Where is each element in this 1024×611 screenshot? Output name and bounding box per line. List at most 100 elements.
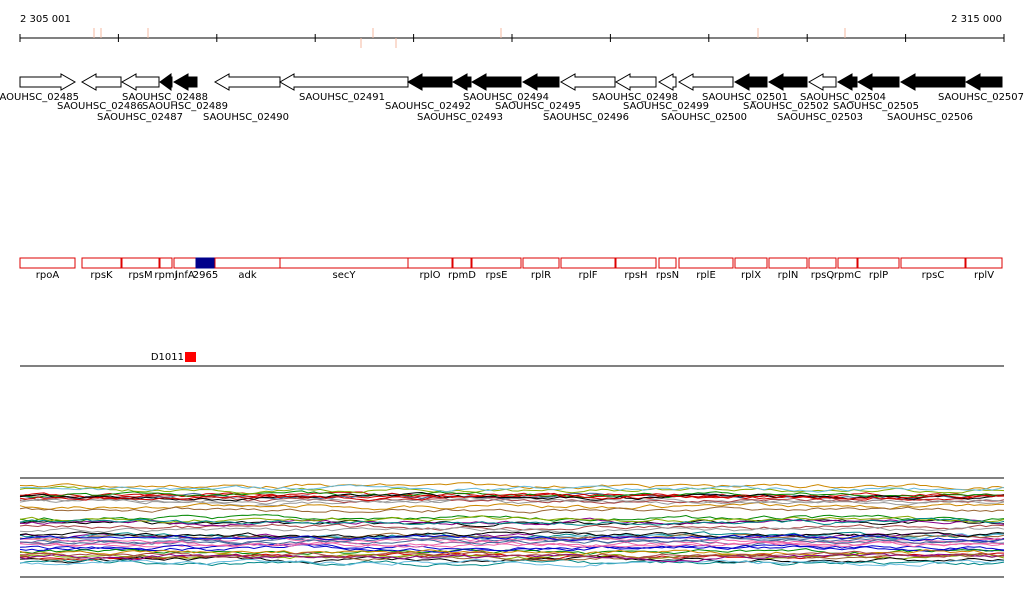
expression-line: [20, 537, 1005, 544]
protein-label: rpmD: [448, 270, 476, 281]
feature-marker: [185, 352, 196, 362]
expression-line: [19, 533, 1005, 543]
protein-label: rpsE: [486, 270, 508, 281]
protein-box: [173, 257, 197, 269]
gene-arrow: [521, 73, 560, 91]
expression-line: [19, 492, 1005, 501]
gene-arrow: [964, 73, 1003, 91]
expression-line: [20, 558, 1005, 568]
gene-arrow: [19, 73, 77, 91]
protein-box: [857, 257, 900, 269]
protein-box: [159, 257, 173, 269]
gene-label: SAOUHSC_02504: [800, 92, 886, 103]
protein-label: rpsN: [656, 270, 679, 281]
expression-line: [19, 542, 1005, 552]
gene-label: SAOUHSC_02507: [938, 92, 1024, 103]
protein-box: [195, 257, 216, 269]
protein-box: [81, 257, 122, 269]
gene-label: SAOUHSC_02505: [833, 101, 919, 112]
feature-label: D1011: [151, 352, 184, 363]
protein-label: rplR: [531, 270, 551, 281]
protein-box: [965, 257, 1003, 269]
protein-box: [452, 257, 472, 269]
gene-arrow: [677, 73, 734, 91]
protein-box: [471, 257, 522, 269]
protein-label: rplX: [741, 270, 761, 281]
gene-label: SAOUHSC_02492: [385, 101, 471, 112]
protein-label: rplN: [778, 270, 799, 281]
protein-box: [837, 257, 858, 269]
expression-line: [19, 517, 1005, 527]
gene-arrow: [80, 73, 122, 91]
gene-label: SAOUHSC_02501: [702, 92, 788, 103]
gene-label: SAOUHSC_02500: [661, 112, 747, 123]
protein-box: [407, 257, 453, 269]
protein-label: rplO: [419, 270, 440, 281]
expression-line: [19, 517, 1005, 526]
gene-label: SAOUHSC_02496: [543, 112, 629, 123]
protein-label: rpsM: [128, 270, 152, 281]
expression-line: [19, 484, 1005, 493]
protein-label: rpsH: [624, 270, 647, 281]
gene-arrow: [172, 73, 198, 91]
expression-line: [19, 482, 1005, 491]
protein-label: rpsQ: [811, 270, 835, 281]
gene-label: SAOUHSC_02485: [0, 92, 79, 103]
expression-line: [19, 540, 1005, 548]
expression-line: [19, 485, 1005, 495]
gene-arrow: [836, 73, 858, 91]
expression-line: [19, 496, 1005, 505]
expression-line: [19, 495, 1005, 505]
expression-line: [19, 536, 1005, 545]
coordinate-start: 2 305 001: [20, 14, 71, 25]
protein-box: [658, 257, 677, 269]
gene-label: SAOUHSC_02490: [203, 112, 289, 123]
protein-box: [214, 257, 281, 269]
protein-label: rplP: [869, 270, 888, 281]
protein-label: rplE: [696, 270, 716, 281]
gene-label: SAOUHSC_02495: [495, 101, 581, 112]
gene-arrow: [451, 73, 472, 91]
gene-arrow: [856, 73, 900, 91]
gene-label: SAOUHSC_02486: [57, 101, 143, 112]
gene-label: SAOUHSC_02499: [623, 101, 709, 112]
expression-line: [19, 492, 1005, 502]
protein-box: [560, 257, 616, 269]
expression-line: [19, 506, 1005, 514]
expression-line: [19, 539, 1005, 548]
expression-line: [19, 550, 1005, 559]
protein-box: [678, 257, 734, 269]
protein-label: infA: [175, 270, 195, 281]
gene-label: SAOUHSC_02488: [122, 92, 208, 103]
gene-arrow: [406, 73, 453, 91]
expression-line: [19, 526, 1005, 534]
protein-label: rpmJ: [154, 270, 177, 281]
protein-label: rpmC: [834, 270, 861, 281]
expression-line: [19, 531, 1005, 539]
gene-label: SAOUHSC_02494: [463, 92, 549, 103]
gene-arrow: [614, 73, 657, 91]
gene-arrow: [559, 73, 616, 91]
gene-arrow: [733, 73, 768, 91]
protein-label: adk: [238, 270, 256, 281]
protein-box: [768, 257, 808, 269]
protein-label: rpsK: [90, 270, 113, 281]
protein-box: [522, 257, 560, 269]
gene-label: SAOUHSC_02503: [777, 112, 863, 123]
gene-arrow: [657, 73, 677, 91]
gene-arrow: [470, 73, 522, 91]
gene-label: SAOUHSC_02487: [97, 112, 183, 123]
protein-box: [808, 257, 837, 269]
gene-label: SAOUHSC_02506: [887, 112, 973, 123]
expression-line: [19, 501, 1005, 511]
gene-arrow: [767, 73, 808, 91]
protein-label: rplV: [974, 270, 994, 281]
protein-box: [279, 257, 409, 269]
expression-line: [19, 523, 1005, 531]
gene-arrow: [159, 73, 173, 91]
gene-label: SAOUHSC_02493: [417, 112, 503, 123]
gene-arrow: [120, 73, 160, 91]
gene-label: SAOUHSC_02489: [142, 101, 228, 112]
expression-line: [19, 544, 1005, 554]
